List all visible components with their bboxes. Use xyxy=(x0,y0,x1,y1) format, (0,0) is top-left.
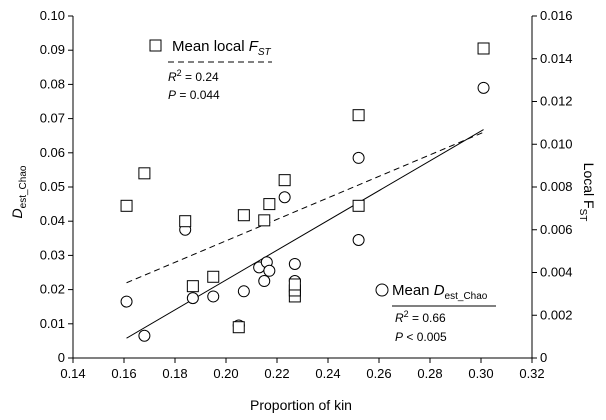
x-tick-label: 0.30 xyxy=(468,366,493,381)
legend-dest-label: Mean Dest_Chao xyxy=(392,282,488,302)
x-tick-label: 0.22 xyxy=(264,366,289,381)
x-axis-label: Proportion of kin xyxy=(250,397,352,413)
dest-circle-point xyxy=(237,285,250,298)
dest-circle-point xyxy=(278,191,291,204)
legend-square-marker xyxy=(149,39,162,52)
legend-fst: Mean local FST R2 = 0.24 P = 0.044 xyxy=(149,38,272,102)
dest-circle-point xyxy=(288,257,301,270)
fst-square-point xyxy=(186,280,199,293)
y-left-tick-label: 0.02 xyxy=(40,282,65,297)
y-right-tick-label: 0.002 xyxy=(540,307,573,322)
x-tick-label: 0.26 xyxy=(366,366,391,381)
fst-square-point xyxy=(120,199,133,212)
dest-circle-point xyxy=(258,275,271,288)
y-left-axis-label: Dest_Chao xyxy=(9,165,29,218)
fst-square-point xyxy=(263,198,276,211)
legend-fst-label: Mean local FST xyxy=(172,38,272,58)
fst-square-point xyxy=(138,167,151,180)
x-tick-label: 0.16 xyxy=(111,366,136,381)
y-left-tick-label: 0 xyxy=(58,350,65,365)
x-tick-label: 0.18 xyxy=(162,366,187,381)
y-right-tick-label: 0.006 xyxy=(540,222,573,237)
x-tick-label: 0.14 xyxy=(60,366,85,381)
y-left-tick-label: 0.08 xyxy=(40,76,65,91)
y-left-tick-label: 0.05 xyxy=(40,179,65,194)
fst-square-point xyxy=(207,270,220,283)
y-right-tick-label: 0.004 xyxy=(540,265,573,280)
y-left-tick-label: 0.10 xyxy=(40,8,65,23)
y-left-tick-label: 0.01 xyxy=(40,316,65,331)
fst-square-point xyxy=(352,199,365,212)
dest-circle-point xyxy=(352,234,365,247)
y-left-tick-label: 0.09 xyxy=(40,42,65,57)
y-right-tick-label: 0.010 xyxy=(540,136,573,151)
fst-fit-line xyxy=(126,131,484,284)
legend-circle-marker xyxy=(375,283,389,297)
y-right-tick-label: 0.016 xyxy=(540,8,573,23)
x-tick-label: 0.24 xyxy=(315,366,340,381)
fst-square-point xyxy=(352,109,365,122)
fst-square-point xyxy=(237,209,250,222)
fst-square-point xyxy=(477,42,490,55)
fst-square-point xyxy=(278,174,291,187)
plot-area: 0.14 0.16 0.18 0.20 0.22 0.24 0.26 0.28 0.30 0.32… xyxy=(40,8,573,381)
fst-square-point xyxy=(288,278,301,291)
fst-square-point xyxy=(232,321,245,334)
y-right-tick-label: 0.014 xyxy=(540,51,573,66)
y-right-tick-label: 0 xyxy=(540,350,547,365)
legend-dest-r2: R2 = 0.66 xyxy=(395,309,446,325)
legend-fst-r2: R2 = 0.24 xyxy=(168,68,219,84)
x-tick-label: 0.28 xyxy=(417,366,442,381)
y-left-tick-label: 0.06 xyxy=(40,145,65,160)
fst-square-point xyxy=(258,214,271,227)
x-tick-label: 0.20 xyxy=(213,366,238,381)
y-right-tick-label: 0.008 xyxy=(540,179,573,194)
y-left-tick-label: 0.03 xyxy=(40,247,65,262)
legend-fst-p: P = 0.044 xyxy=(168,88,220,102)
y-right-axis-label: Local FST xyxy=(577,163,597,222)
dest-circle-point xyxy=(477,81,490,94)
y-left-tick-label: 0.07 xyxy=(40,111,65,126)
dest-circle-point xyxy=(138,329,151,342)
dest-fit-line xyxy=(126,129,484,339)
dest-circle-point xyxy=(352,151,365,164)
x-tick-label: 0.32 xyxy=(519,366,544,381)
dest-circle-point xyxy=(120,295,133,308)
dest-circle-point xyxy=(186,292,199,305)
fst-square-point xyxy=(179,215,192,228)
dest-circle-point xyxy=(263,264,276,277)
y-left-tick-label: 0.04 xyxy=(40,213,65,228)
legend-dest: Mean Dest_Chao R2 = 0.66 P < 0.005 xyxy=(375,282,496,344)
legend-dest-p: P < 0.005 xyxy=(395,330,447,344)
y-right-tick-label: 0.012 xyxy=(540,94,573,109)
dest-circle-point xyxy=(207,290,220,303)
